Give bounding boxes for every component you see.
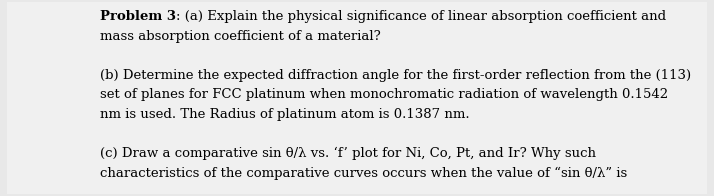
Text: mass absorption coefficient of a material?: mass absorption coefficient of a materia… xyxy=(100,30,381,43)
Text: : (a) Explain the physical significance of linear absorption coefficient and: : (a) Explain the physical significance … xyxy=(176,10,666,23)
Text: nm is used. The Radius of platinum atom is 0.1387 nm.: nm is used. The Radius of platinum atom … xyxy=(100,108,470,121)
Text: characteristics of the comparative curves occurs when the value of “sin θ/λ” is: characteristics of the comparative curve… xyxy=(100,166,628,180)
Text: Problem 3: Problem 3 xyxy=(100,10,176,23)
Text: set of planes for FCC platinum when monochromatic radiation of wavelength 0.1542: set of planes for FCC platinum when mono… xyxy=(100,88,668,101)
Text: (b) Determine the expected diffraction angle for the first-order reflection from: (b) Determine the expected diffraction a… xyxy=(100,69,691,82)
Text: (c) Draw a comparative sin θ/λ vs. ‘f’ plot for Ni, Co, Pt, and Ir? Why such: (c) Draw a comparative sin θ/λ vs. ‘f’ p… xyxy=(100,147,596,160)
